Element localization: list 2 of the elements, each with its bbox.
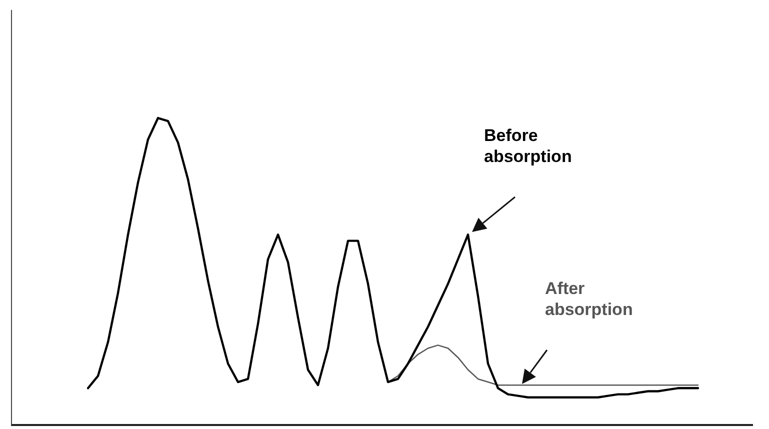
text: Before absorption xyxy=(484,125,573,167)
text: After absorption xyxy=(545,278,634,320)
